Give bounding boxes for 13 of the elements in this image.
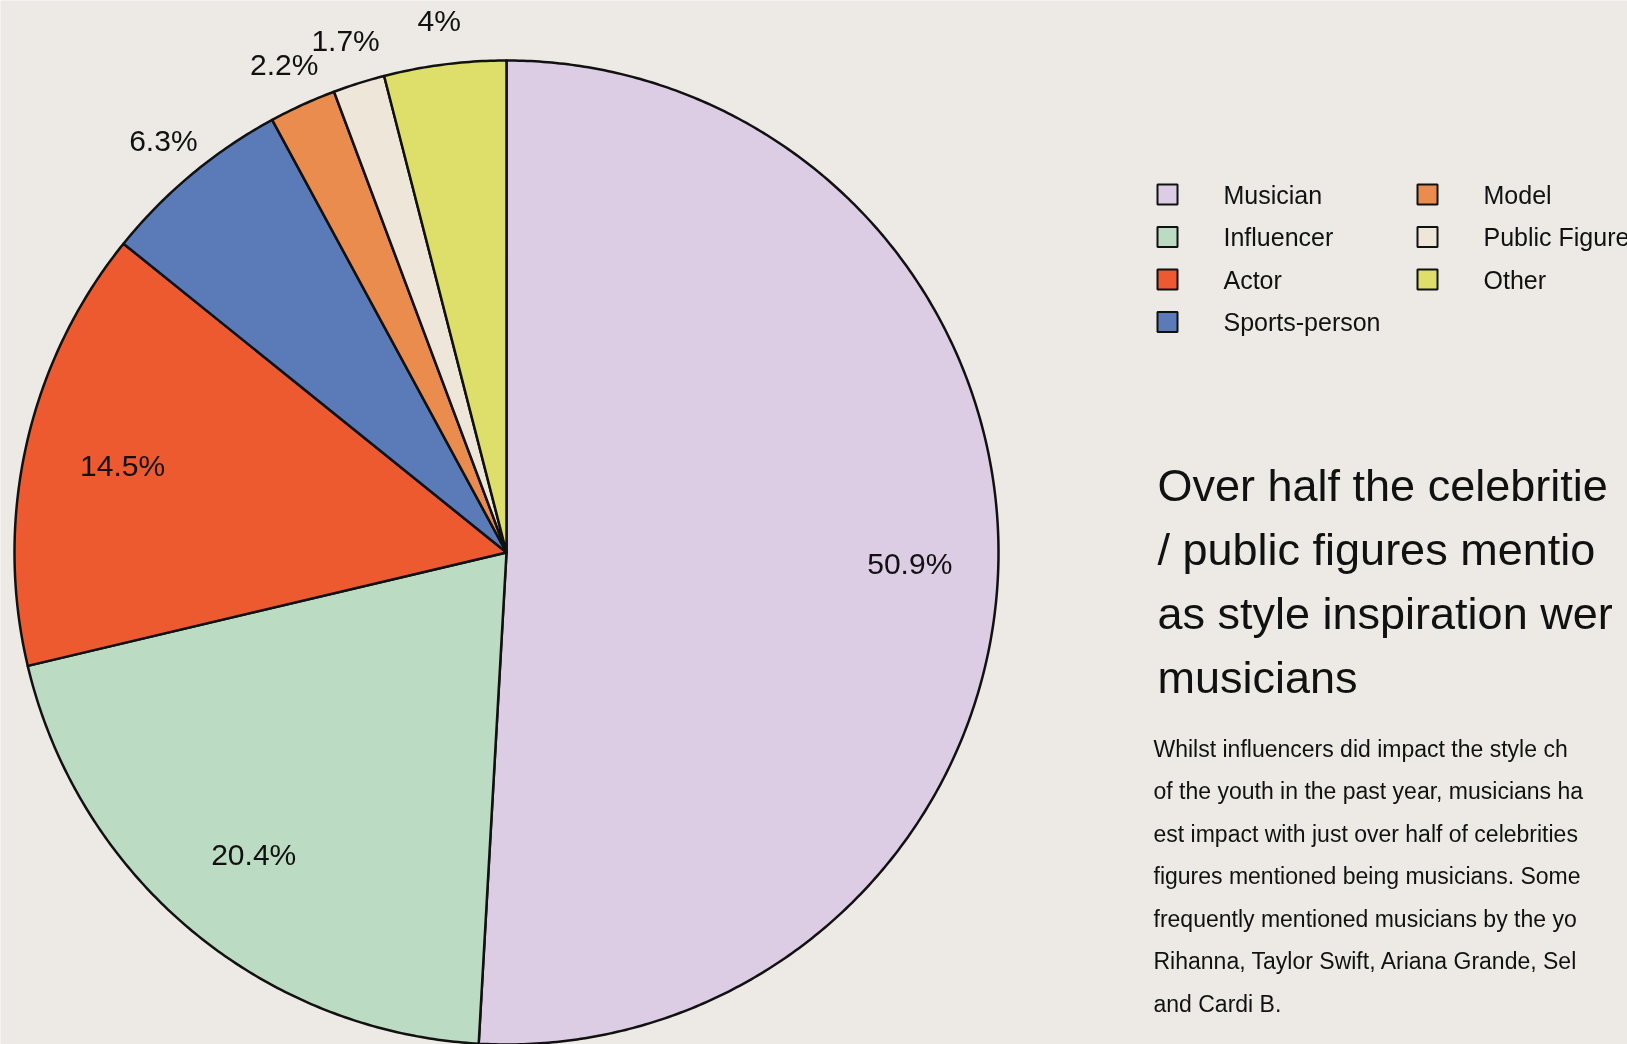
legend-label: Other (1483, 265, 1547, 294)
legend-label: Sports-person (1223, 308, 1381, 336)
legend-label: Model (1483, 180, 1552, 209)
data-label: 20.4% (211, 837, 297, 871)
legend-label: Musician (1223, 180, 1323, 209)
data-label: 50.9% (867, 547, 953, 581)
data-label: 14.5% (80, 448, 166, 482)
data-label: 4% (417, 3, 461, 37)
text: Over half the celebritie / public figures mentio as style inspiration wer musicians (1157, 460, 1613, 703)
text: Whilst influencers did impact the style ch of the youth in the past year, musicians ha est impact with just over half of celebrities figures mentioned being musicians. Some frequently mentioned musicians by the yo Rihanna, Taylor Swift, Ariana Grande, Sel and Cardi B. (1153, 735, 1584, 1017)
legend-label: Actor (1223, 265, 1282, 294)
legend-label: Influencer (1223, 223, 1334, 251)
data-label: 6.3% (129, 123, 198, 157)
